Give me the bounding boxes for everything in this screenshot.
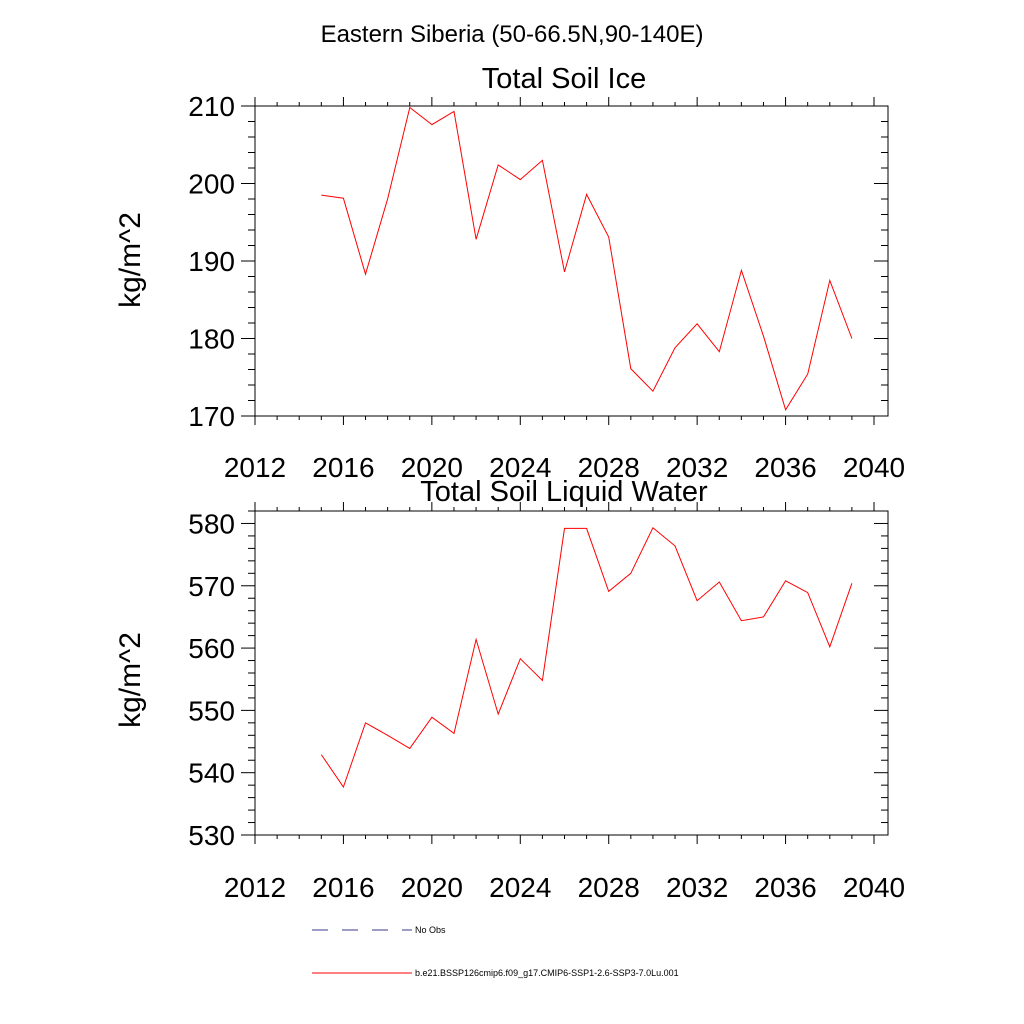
axes-soil-liquid-water: 2012 2016 2020 2024 2028 2032 2036 2040 530 540 55… — [188, 502, 905, 903]
x-tick-label: 2040 — [843, 872, 905, 903]
x-tick-label: 2012 — [224, 452, 286, 483]
x-tick-label: 2016 — [312, 872, 374, 903]
y-tick-label: 180 — [188, 324, 235, 355]
series-soil-liquid-water — [320, 527, 853, 789]
y-axis-label-soil-liquid-water: kg/m^2 — [114, 632, 147, 728]
y-tick-label: 560 — [188, 633, 235, 664]
panel-total-soil-ice: Total Soil Ice kg/m^2 2012 2016 2020 2024 20… — [114, 63, 905, 483]
legend-label-no-obs: No Obs — [415, 925, 446, 935]
legend-label-model-run: b.e21.BSSP126cmip6.f09_g17.CMIP6-SSP1-2.… — [415, 968, 679, 978]
plot-frame — [254, 510, 889, 836]
series-line — [320, 527, 853, 789]
panel-total-soil-liquid-water: Total Soil Liquid Water kg/m^2 2012 2016 2… — [114, 476, 905, 903]
y-tick-label: 530 — [188, 820, 235, 851]
x-tick-label: 2040 — [843, 452, 905, 483]
figure-title: Eastern Siberia (50-66.5N,90-140E) — [321, 21, 704, 48]
axes-soil-ice: 2012 2016 2020 2024 2028 2032 2036 2040 170 180 19… — [188, 91, 905, 483]
x-tick-label: 2020 — [401, 452, 463, 483]
x-tick-label: 2020 — [401, 872, 463, 903]
y-tick-label: 580 — [188, 508, 235, 539]
x-tick-label: 2012 — [224, 872, 286, 903]
x-tick-label: 2036 — [754, 872, 816, 903]
panel-title-soil-ice: Total Soil Ice — [482, 63, 646, 95]
x-tick-label: 2032 — [666, 452, 728, 483]
y-tick-label: 570 — [188, 571, 235, 602]
x-tick-label: 2028 — [578, 872, 640, 903]
y-tick-label: 190 — [188, 246, 235, 277]
x-tick-label: 2036 — [754, 452, 816, 483]
x-tick-label: 2024 — [489, 452, 551, 483]
y-axis-label-soil-ice: kg/m^2 — [114, 212, 147, 308]
x-tick-label: 2032 — [666, 872, 728, 903]
x-tick-label: 2024 — [489, 872, 551, 903]
y-tick-label: 540 — [188, 758, 235, 789]
y-tick-label: 170 — [188, 401, 235, 432]
y-tick-label: 200 — [188, 169, 235, 200]
x-tick-label: 2016 — [312, 452, 374, 483]
series-soil-ice — [321, 106, 853, 412]
x-tick-label: 2028 — [578, 452, 640, 483]
legend: No Obs b.e21.BSSP126cmip6.f09_g17.CMIP6-… — [312, 925, 679, 978]
plot-frame — [254, 105, 889, 417]
series-line — [321, 106, 853, 412]
y-tick-label: 550 — [188, 695, 235, 726]
panel-title-soil-liquid-water: Total Soil Liquid Water — [420, 476, 708, 508]
y-tick-label: 210 — [188, 91, 235, 122]
